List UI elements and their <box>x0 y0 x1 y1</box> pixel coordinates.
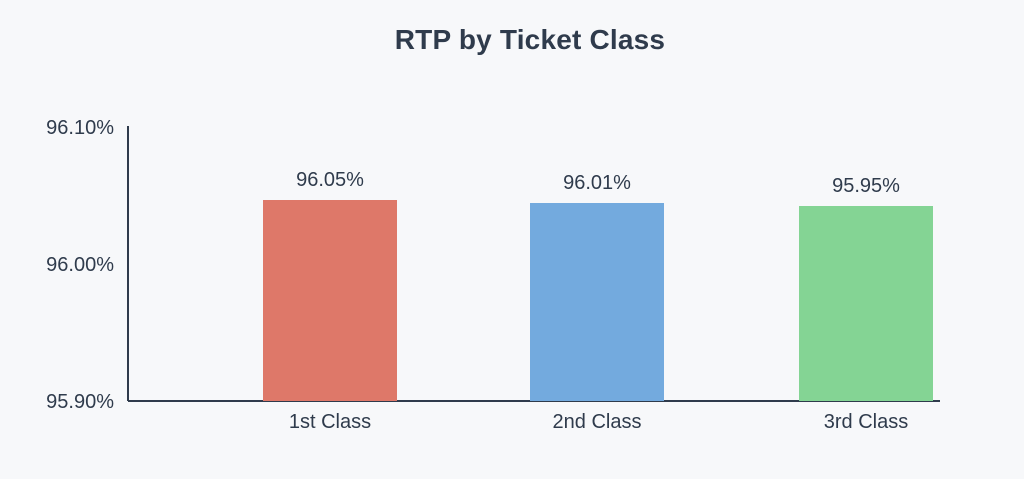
x-tick-label: 3rd Class <box>824 411 908 433</box>
x-tick-label: 2nd Class <box>553 411 642 433</box>
bar <box>530 203 664 401</box>
bar-value-label: 96.01% <box>563 172 631 194</box>
y-tick-label: 95.90% <box>46 391 114 413</box>
y-tick-label: 96.00% <box>46 254 114 276</box>
y-tick-label: 96.10% <box>46 117 114 139</box>
bar <box>263 200 397 401</box>
x-tick-label: 1st Class <box>289 411 371 433</box>
bar <box>799 206 933 401</box>
bar-value-label: 96.05% <box>296 169 364 191</box>
bar-value-label: 95.95% <box>832 175 900 197</box>
chart-title: RTP by Ticket Class <box>394 24 666 55</box>
